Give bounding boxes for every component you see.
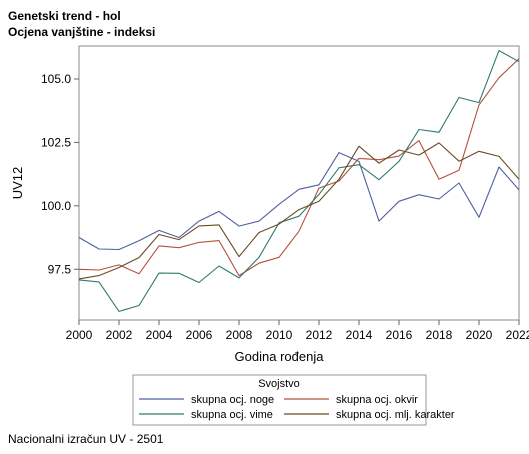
legend-label: skupna ocj. noge <box>191 394 274 406</box>
series-line-2 <box>78 58 520 277</box>
x-tick-label: 2012 <box>306 328 333 342</box>
y-tick-label: 97.5 <box>48 262 72 276</box>
legend-label: skupna ocj. mlj. karakter <box>336 409 455 421</box>
x-tick-label: 2004 <box>146 328 173 342</box>
legend-box <box>132 374 427 426</box>
x-tick-label: 2022 <box>506 328 529 342</box>
x-tick-label: 2000 <box>66 328 93 342</box>
series-lines <box>78 50 520 312</box>
series-line-1 <box>78 152 520 251</box>
legend-label: skupna ocj. okvir <box>336 394 418 406</box>
legend-label: skupna ocj. vime <box>191 409 273 421</box>
x-axis: 2000 2002 2004 2006 2008 2010 2012 2014 2016 2018… <box>66 320 529 342</box>
x-tick-label: 2008 <box>226 328 253 342</box>
y-axis-title: UV12 <box>10 167 25 200</box>
x-axis-title: Godina rođenja <box>235 349 325 364</box>
title-block: Genetski trend - hol Ocjena vanjštine - … <box>8 8 155 40</box>
legend: Svojstvo skupna ocj. noge skupna ocj. okv… <box>132 374 455 426</box>
y-tick-label: 102.5 <box>41 135 71 149</box>
series-line-4 <box>78 142 520 280</box>
x-tick-label: 2018 <box>426 328 453 342</box>
plot-area <box>78 45 520 321</box>
x-tick-label: 2002 <box>106 328 133 342</box>
x-tick-label: 2006 <box>186 328 213 342</box>
legend-title: Svojstvo <box>258 378 300 390</box>
chart-title: Genetski trend - hol <box>8 9 121 23</box>
chart-subtitle: Ocjena vanjštine - indeksi <box>8 25 156 39</box>
x-tick-label: 2014 <box>346 328 373 342</box>
y-tick-label: 105.0 <box>41 72 71 86</box>
footnote: Nacionalni izračun UV - 2501 <box>8 432 164 446</box>
y-tick-label: 100.0 <box>41 199 71 213</box>
y-axis: 97.5 100.0 102.5 105.0 <box>41 72 79 276</box>
x-tick-label: 2020 <box>466 328 493 342</box>
x-tick-label: 2010 <box>266 328 293 342</box>
x-tick-label: 2016 <box>386 328 413 342</box>
series-line-3 <box>78 50 520 312</box>
